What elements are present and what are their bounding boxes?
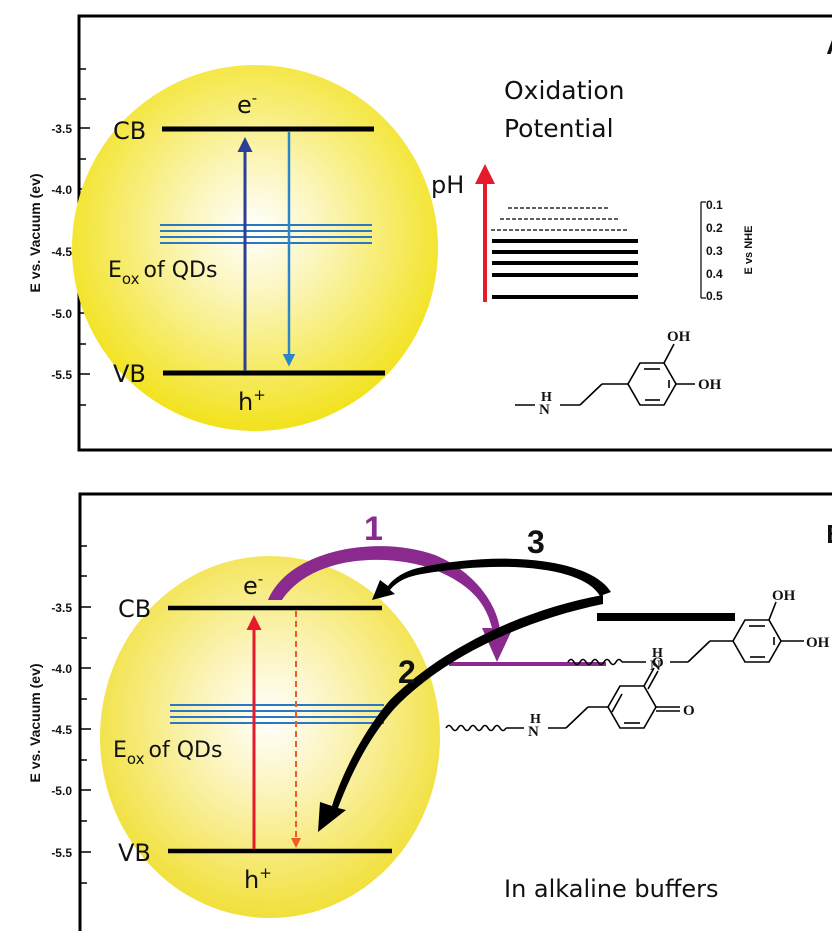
- panel-a-molecule-oh-right: OH: [698, 377, 722, 393]
- panel-a-nhe-tick: 0.2: [706, 221, 723, 235]
- panel-a-title-line1: Oxidation: [504, 76, 625, 105]
- panel-b-y-ticks: -3.5 -4.0 -4.5 -5.0 -5.5: [51, 545, 91, 884]
- panel-a-tick-label: -5.5: [51, 368, 72, 382]
- panel-a-hole-label: h+: [238, 386, 266, 416]
- panel-b-catechol-nh-h: H: [652, 646, 663, 661]
- panel-a-quantum-dot-sphere: [72, 65, 438, 431]
- panel-b-quinone-o-right: O: [683, 703, 695, 719]
- panel-b-hole-label: h+: [244, 864, 272, 894]
- panel-b-eox-label: Eox of QDs: [113, 738, 222, 768]
- panel-b-path2-label: 2: [398, 654, 416, 690]
- panel-a-nhe-scale: 0.1 0.2 0.3 0.4 0.5 E vs NHE: [700, 198, 755, 303]
- panel-a-eox-label: Eox of QDs: [108, 258, 217, 288]
- panel-a-molecule-nh-n: N: [539, 402, 550, 418]
- panel-a-potential-levels: [491, 207, 638, 299]
- panel-b-path1-label: 1: [364, 510, 383, 548]
- panel-b-path3-arrow: [372, 558, 611, 600]
- panel-a-ph-label: pH: [431, 171, 464, 199]
- panel-a-vb-label: VB: [113, 360, 146, 388]
- panel-b-qd-levels: [170, 704, 384, 724]
- panel-b-tick-label: -4.5: [51, 723, 72, 737]
- panel-b-quinone-o-top: O: [652, 655, 664, 671]
- panel-a-nhe-tick: 0.1: [706, 198, 723, 212]
- panel-b-catechol-oh-top: OH: [772, 588, 796, 604]
- panel-a-letter: A: [826, 30, 832, 60]
- panel-b-catechol-nh-n: N: [650, 658, 661, 674]
- panel-b-tick-label: -5.0: [51, 784, 72, 798]
- panel-b-y-axis-label: E vs. Vacuum (ev): [27, 663, 43, 782]
- panel-b-tick-label: -4.0: [51, 662, 72, 676]
- panel-b-tick-label: -5.5: [51, 846, 72, 860]
- panel-b-path3-label: 3: [527, 524, 545, 560]
- panel-b-path1-arrow: [268, 546, 512, 662]
- panel-a-nhe-tick: 0.5: [706, 289, 723, 303]
- panel-b-quantum-dot-sphere: [100, 556, 440, 918]
- panel-b: B E vs. Vacuum (ev) -3.5 -4.0 -4.5 -5.0 …: [27, 492, 832, 931]
- panel-b-quinone-nh-n: N: [528, 724, 539, 740]
- panel-a-y-axis-label: E vs. Vacuum (ev): [27, 173, 43, 292]
- panel-b-quinone-nh-h: H: [530, 712, 541, 727]
- panel-a-molecule-oh-top: OH: [667, 329, 691, 345]
- panel-b-catechol-molecule: [567, 601, 804, 666]
- panel-a-dopamine-molecule: [515, 343, 695, 406]
- panel-b-frame: [78, 492, 832, 931]
- panel-a-nhe-tick: 0.4: [706, 267, 723, 281]
- panel-b-tick-label: -3.5: [51, 601, 72, 615]
- panel-a-nhe-tick: 0.3: [706, 244, 723, 258]
- panel-a-tick-label: -3.5: [51, 122, 72, 136]
- panel-a-title-line2: Potential: [504, 114, 614, 143]
- panel-a-molecule-nh-h: H: [541, 390, 552, 405]
- panel-a: A E vs. Vacuum (ev) -3.5 -4.0 -4.5 -5.0 …: [27, 14, 832, 452]
- panel-a-cb-label: CB: [113, 117, 146, 145]
- panel-b-electron-label: e-: [243, 570, 263, 600]
- panel-a-qd-levels: [160, 224, 372, 244]
- panel-a-tick-label: -4.0: [51, 183, 72, 197]
- panel-b-caption: In alkaline buffers: [504, 875, 719, 903]
- panel-a-tick-label: -4.5: [51, 245, 72, 259]
- panel-b-vb-label: VB: [118, 839, 151, 867]
- panel-a-nhe-label: E vs NHE: [743, 226, 755, 275]
- panel-b-letter: B: [826, 519, 832, 549]
- panel-b-catechol-oh-right: OH: [806, 635, 830, 651]
- panel-a-y-ticks: -3.5 -4.0 -4.5 -5.0 -5.5: [51, 68, 90, 406]
- panel-b-cb-label: CB: [118, 595, 151, 623]
- panel-a-tick-label: -5.0: [51, 307, 72, 321]
- panel-a-electron-label: e-: [237, 89, 257, 119]
- panel-b-quinone-molecule: [445, 667, 680, 732]
